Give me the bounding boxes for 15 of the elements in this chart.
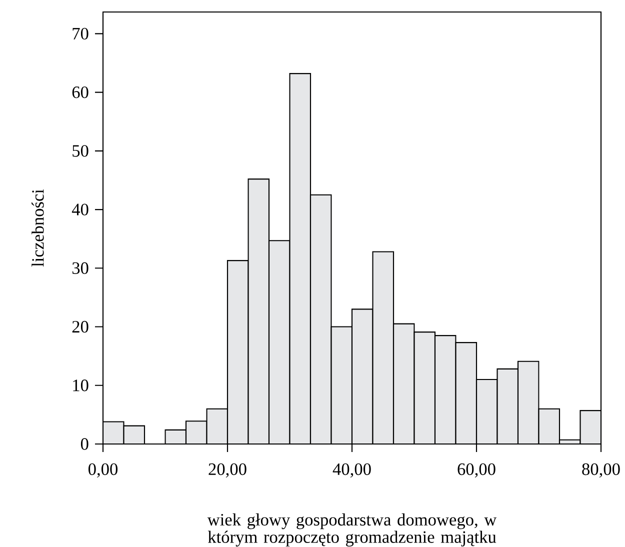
y-tick-label: 20 xyxy=(72,320,88,333)
x-tick-label: 0,00 xyxy=(88,463,118,478)
y-tick-label: 60 xyxy=(72,86,88,98)
x-tick-label: 20,00 xyxy=(208,463,246,478)
y-tick-label: 0 xyxy=(80,438,88,450)
y-tick-label: 10 xyxy=(73,380,88,392)
x-tick-label: 60,00 xyxy=(458,463,496,478)
x-tick-label: 80,00 xyxy=(582,463,620,478)
y-tick-label: 70 xyxy=(72,28,88,40)
x-tick-label: 40,00 xyxy=(332,463,371,478)
y-tick-label: 50 xyxy=(72,145,88,157)
x-axis-title: wiek głowy gospodarstwa domowego, w którym rozpoczęto gromadzenie majątku xyxy=(207,513,497,546)
y-tick-label: 40 xyxy=(72,204,88,216)
y-axis-title: liczebności xyxy=(32,189,44,267)
y-tick-label: 30 xyxy=(72,262,88,274)
